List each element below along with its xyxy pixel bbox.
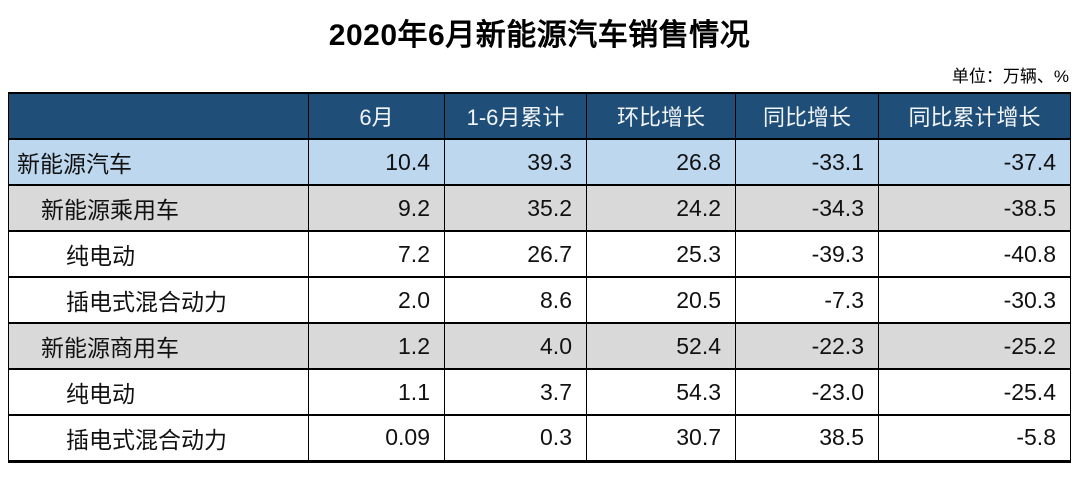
header-cell-june: 6月: [308, 92, 445, 140]
cell-value: -7.3: [735, 276, 879, 324]
table-row-commercial-phev: 插电式混合动力 0.09 0.3 30.7 38.5 -5.8: [8, 414, 1071, 462]
cell-value: 26.8: [586, 138, 736, 186]
row-label: 新能源乘用车: [8, 184, 309, 232]
row-label: 插电式混合动力: [8, 414, 309, 462]
header-cell-category: [8, 92, 309, 140]
cell-value: -23.0: [735, 368, 879, 416]
header-cell-jan-june-cumulative: 1-6月累计: [444, 92, 587, 140]
cell-value: -30.3: [878, 276, 1071, 324]
table-row-commercial: 新能源商用车 1.2 4.0 52.4 -22.3 -25.2: [8, 322, 1071, 370]
cell-value: 1.1: [308, 368, 445, 416]
cell-value: -39.3: [735, 230, 879, 278]
cell-value: -33.1: [735, 138, 879, 186]
cell-value: -40.8: [878, 230, 1071, 278]
cell-value: 39.3: [444, 138, 587, 186]
cell-value: 35.2: [444, 184, 587, 232]
unit-note: 单位：万辆、%: [951, 67, 1069, 86]
cell-value: 1.2: [308, 322, 445, 370]
cell-value: -38.5: [878, 184, 1071, 232]
cell-value: 25.3: [586, 230, 736, 278]
table-row-commercial-bev: 纯电动 1.1 3.7 54.3 -23.0 -25.4: [8, 368, 1071, 416]
page-title: 2020年6月新能源汽车销售情况: [328, 19, 751, 52]
cell-value: 7.2: [308, 230, 445, 278]
cell-value: 4.0: [444, 322, 587, 370]
cell-value: 54.3: [586, 368, 736, 416]
table-row-passenger-phev: 插电式混合动力 2.0 8.6 20.5 -7.3 -30.3: [8, 276, 1071, 324]
nev-sales-table: 6月 1-6月累计 环比增长 同比增长 同比累计增长 新能源汽车 10.4 39…: [8, 92, 1071, 463]
cell-value: 9.2: [308, 184, 445, 232]
row-label: 插电式混合动力: [8, 276, 309, 324]
cell-value: 0.3: [444, 414, 587, 462]
header-row: 6月 1-6月累计 环比增长 同比增长 同比累计增长: [8, 92, 1071, 140]
cell-value: 38.5: [735, 414, 879, 462]
table-row-passenger: 新能源乘用车 9.2 35.2 24.2 -34.3 -38.5: [8, 184, 1071, 232]
cell-value: 20.5: [586, 276, 736, 324]
row-label: 纯电动: [8, 230, 309, 278]
header-cell-yoy-growth: 同比增长: [735, 92, 879, 140]
cell-value: -37.4: [878, 138, 1071, 186]
cell-value: 52.4: [586, 322, 736, 370]
header-cell-mom-growth: 环比增长: [586, 92, 736, 140]
cell-value: 8.6: [444, 276, 587, 324]
cell-value: -25.2: [878, 322, 1071, 370]
row-label: 新能源商用车: [8, 322, 309, 370]
cell-value: -22.3: [735, 322, 879, 370]
cell-value: 3.7: [444, 368, 587, 416]
header-cell-yoy-cumulative-growth: 同比累计增长: [878, 92, 1071, 140]
row-label: 新能源汽车: [8, 138, 309, 186]
cell-value: 30.7: [586, 414, 736, 462]
cell-value: 2.0: [308, 276, 445, 324]
cell-value: -25.4: [878, 368, 1071, 416]
cell-value: 26.7: [444, 230, 587, 278]
cell-value: 24.2: [586, 184, 736, 232]
cell-value: -34.3: [735, 184, 879, 232]
cell-value: 10.4: [308, 138, 445, 186]
cell-value: 0.09: [308, 414, 445, 462]
row-label: 纯电动: [8, 368, 309, 416]
cell-value: -5.8: [878, 414, 1071, 462]
table-row-nev-total: 新能源汽车 10.4 39.3 26.8 -33.1 -37.4: [8, 138, 1071, 186]
table-row-passenger-bev: 纯电动 7.2 26.7 25.3 -39.3 -40.8: [8, 230, 1071, 278]
